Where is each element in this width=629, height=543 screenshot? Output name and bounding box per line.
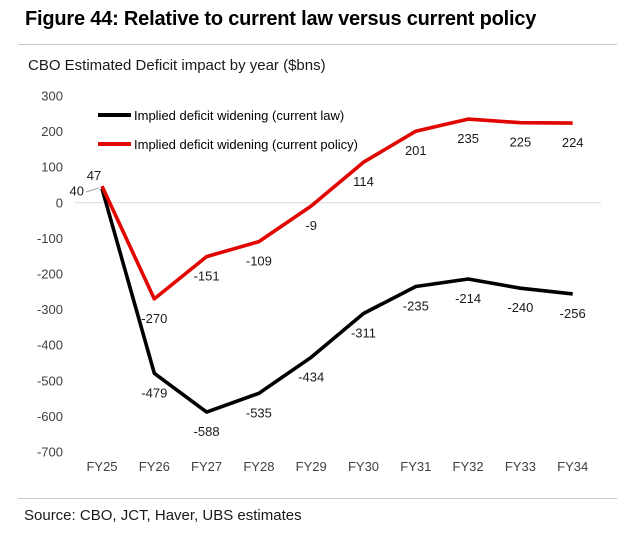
data-label: 224 <box>562 135 584 150</box>
y-axis-tick-label: -600 <box>37 409 63 424</box>
chart-subtitle: CBO Estimated Deficit impact by year ($b… <box>28 57 326 74</box>
x-axis-tick-label: FY29 <box>296 459 327 474</box>
y-axis-tick-label: -700 <box>37 445 63 460</box>
legend-label-current-policy: Implied deficit widening (current policy… <box>134 136 358 152</box>
data-label: 225 <box>510 135 532 150</box>
x-axis-tick-label: FY30 <box>348 459 379 474</box>
legend-label-current-law: Implied deficit widening (current law) <box>134 107 345 123</box>
data-label: -256 <box>560 306 586 321</box>
y-axis-tick-label: 0 <box>56 195 63 210</box>
data-label: -479 <box>141 385 167 400</box>
data-label: -270 <box>141 311 167 326</box>
y-axis-tick-label: -100 <box>37 231 63 246</box>
chart-legend: Implied deficit widening (current law) I… <box>98 107 358 165</box>
series-line-current-law <box>100 188 573 414</box>
data-label: -235 <box>403 299 429 314</box>
legend-swatch-current-law <box>98 113 131 117</box>
data-label: 47 <box>87 168 101 183</box>
y-axis-tick-label: 100 <box>41 160 63 175</box>
y-axis-tick-label: -500 <box>37 373 63 388</box>
legend-item-current-policy: Implied deficit widening (current policy… <box>98 136 358 152</box>
x-axis-tick-label: FY25 <box>86 459 117 474</box>
x-axis-tick-label: FY32 <box>453 459 484 474</box>
data-label: -240 <box>507 300 533 315</box>
y-axis-tick-label: -300 <box>37 302 63 317</box>
legend-item-current-law: Implied deficit widening (current law) <box>98 107 358 123</box>
data-label: -311 <box>351 326 376 341</box>
title-divider <box>18 44 617 45</box>
data-label: -434 <box>298 369 324 384</box>
data-label: -214 <box>455 291 481 306</box>
x-axis-tick-label: FY27 <box>191 459 222 474</box>
y-axis-tick-label: -400 <box>37 338 63 353</box>
y-axis-tick-label: -200 <box>37 267 63 282</box>
data-label: 235 <box>457 131 479 146</box>
y-axis-tick-label: 300 <box>41 89 63 104</box>
label-leader-line <box>85 187 100 193</box>
x-axis-tick-label: FY28 <box>243 459 274 474</box>
x-axis-tick-label: FY33 <box>505 459 536 474</box>
data-label: 40 <box>70 184 84 199</box>
x-axis-tick-label: FY31 <box>400 459 431 474</box>
series-line-current-policy <box>100 117 573 301</box>
data-label: -588 <box>194 424 220 439</box>
legend-swatch-current-policy <box>98 142 131 146</box>
x-axis-tick-label: FY34 <box>557 459 588 474</box>
data-label: -535 <box>246 405 272 420</box>
figure-title: Figure 44: Relative to current law versu… <box>25 8 537 30</box>
source-note: Source: CBO, JCT, Haver, UBS estimates <box>24 507 302 524</box>
source-divider <box>18 498 617 499</box>
x-axis-tick-label: FY26 <box>139 459 170 474</box>
data-label: 114 <box>353 174 374 189</box>
data-label: -109 <box>246 254 272 269</box>
data-label: 201 <box>405 143 427 158</box>
data-label: -151 <box>194 269 220 284</box>
y-axis-tick-label: 200 <box>41 124 63 139</box>
data-label: -9 <box>305 218 317 233</box>
